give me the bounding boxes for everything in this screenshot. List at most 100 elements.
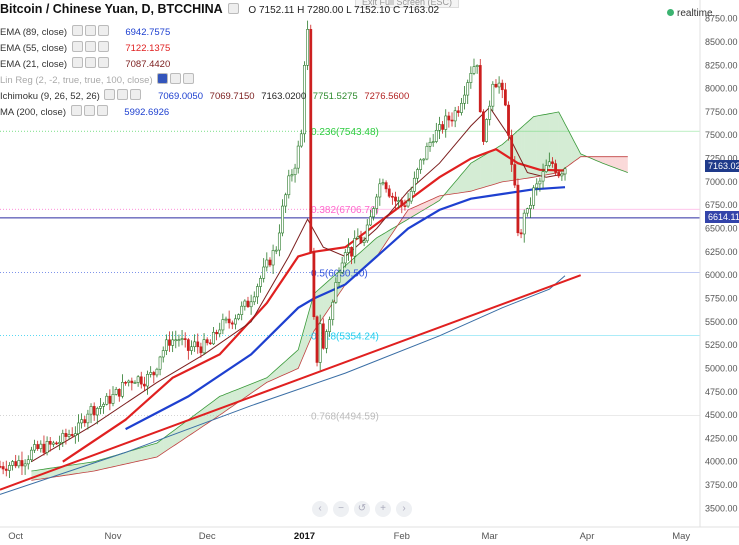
close-icon[interactable] [97,25,109,36]
candle-body [152,372,156,376]
realtime-status: realtime [667,8,713,19]
y-tick-label: 6250.00 [705,247,738,257]
cloud-segment [561,117,566,171]
candle-body [127,380,131,383]
indicator-linreg[interactable]: Lin Reg (2, -2, true, true, 100, close) [0,73,195,86]
cloud-segment [489,150,493,186]
realtime-label: realtime [677,8,713,19]
candle-body [525,208,529,214]
candle-body [340,262,344,273]
symbol-title[interactable]: Bitcoin / Chinese Yuan, D, BTCCHINA [0,2,223,16]
candle-body [215,331,218,335]
scroll-right-icon[interactable]: › [396,501,412,517]
cloud-segment [238,387,242,403]
candle-body [412,177,416,192]
cloud-segment [329,277,333,308]
indicator-ema55[interactable]: EMA (55, close) 7122.1375 [0,41,170,54]
cloud-segment [172,429,176,447]
cloud-segment [109,456,114,468]
indicator-ichimoku[interactable]: Ichimoku (9, 26, 52, 26) 7069.0050 7069.… [0,89,409,102]
zoom-in-icon[interactable]: + [375,501,391,517]
y-tick-label: 5500.00 [705,317,738,327]
candle-body [205,339,209,344]
settings-icon[interactable] [228,3,240,14]
candle-body [199,346,203,354]
eye-icon[interactable] [71,41,83,52]
indicator-ema89[interactable]: EMA (89, close) 6942.7575 [0,25,170,38]
cloud-segment [470,161,474,192]
candle-body [221,319,225,331]
candle-body [390,195,394,198]
candle-body [73,433,77,436]
candle-body [378,183,382,198]
eye-icon[interactable] [70,105,82,116]
candle-body [482,111,485,142]
senkou-span-b [31,156,628,481]
eye-icon[interactable] [104,89,116,100]
gear-icon[interactable] [117,89,129,100]
close-icon[interactable] [183,73,195,84]
cloud-segment [266,374,270,383]
zoom-out-icon[interactable]: − [333,501,349,517]
exit-fullscreen-button[interactable]: Exit Full Screen (ESC) [355,0,460,8]
indicator-label: Lin Reg (2, -2, true, true, 100, close) [0,75,153,86]
gear-icon[interactable] [84,41,96,52]
eye-icon[interactable] [157,73,169,84]
candle-body [67,434,71,437]
cloud-segment [235,388,239,405]
candle-body [237,314,240,320]
candle-body [255,286,259,298]
cloud-segment [357,251,361,274]
candle-body [268,259,272,266]
candle-body [249,301,253,308]
candle-body [359,236,363,243]
candle-body [494,83,498,88]
candle-body [406,200,410,207]
eye-icon[interactable] [71,57,83,68]
candle-body [124,382,127,384]
eye-icon[interactable] [71,25,83,36]
candle-body [369,216,372,226]
close-icon[interactable] [97,41,109,52]
candle-body [218,329,222,335]
gear-icon[interactable] [83,105,95,116]
candle-body [8,465,11,471]
cloud-segment [216,396,220,418]
cloud-segment [552,112,556,174]
cloud-segment [480,155,484,189]
y-tick-label: 7500.00 [705,130,738,140]
scroll-left-icon[interactable]: ‹ [312,501,328,517]
indicator-ema21[interactable]: EMA (21, close) 7087.4420 [0,57,170,70]
x-tick-label: May [672,531,690,542]
cloud-segment [244,385,248,398]
candle-body [356,236,360,239]
fib-label: 0.236(7543.48) [311,127,379,138]
cloud-segment [185,419,189,439]
candle-body [519,232,523,235]
close-icon[interactable] [96,105,108,116]
y-tick-label: 8750.00 [705,14,738,24]
candle-body [287,175,291,196]
indicator-ma200[interactable]: MA (200, close) 5992.6926 [0,105,169,118]
candle-body [29,449,33,461]
cloud-segment [621,156,625,172]
cloud-segment [467,163,471,192]
cloud-segment [549,113,553,175]
gear-icon[interactable] [170,73,182,84]
y-tick-label: 7750.00 [705,107,738,117]
price-axis[interactable]: 3500.00 3750.00 4000.00 4250.00 4500.00 4750.… [705,14,738,514]
close-icon[interactable] [130,89,142,100]
indicator-value: 5992.6926 [124,107,170,118]
candles [0,20,567,478]
cloud-segment [213,398,217,420]
candle-body [121,382,124,397]
candle-body [202,339,206,354]
indicator-value: 7163.0200 [261,91,307,102]
reset-icon[interactable]: ↺ [354,501,370,517]
close-icon[interactable] [97,57,109,68]
cloud-segment [483,153,487,188]
time-axis[interactable]: Oct Nov Dec 2017 Feb Mar Apr May [8,531,690,542]
gear-icon[interactable] [84,25,96,36]
gear-icon[interactable] [84,57,96,68]
